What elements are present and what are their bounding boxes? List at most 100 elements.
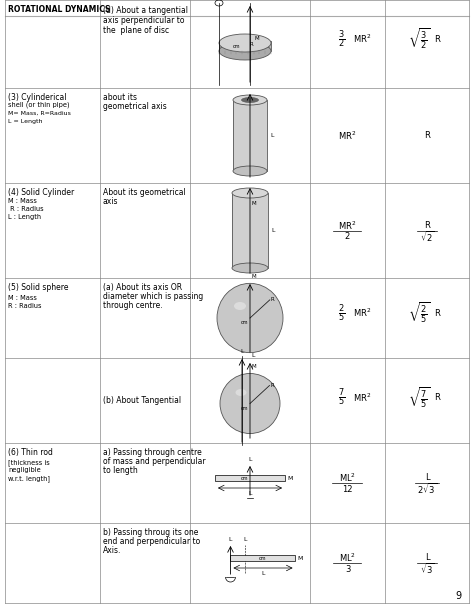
Ellipse shape: [232, 188, 268, 198]
Text: $\frac{2}{5}$: $\frac{2}{5}$: [338, 302, 346, 324]
Text: (d) About a tangential: (d) About a tangential: [103, 6, 188, 15]
Text: R: R: [434, 393, 440, 402]
Text: $2\sqrt{3}$: $2\sqrt{3}$: [417, 482, 437, 497]
Text: R: R: [271, 383, 274, 388]
Bar: [230, 555, 295, 561]
Text: to length: to length: [103, 466, 138, 475]
Text: geometrical axis: geometrical axis: [103, 102, 167, 111]
Text: 12: 12: [342, 484, 353, 493]
Text: MR$^2$: MR$^2$: [354, 391, 372, 404]
Text: 9: 9: [456, 591, 462, 601]
Text: M= Mass, R=Radius: M= Mass, R=Radius: [8, 111, 71, 116]
Text: M: M: [252, 274, 256, 279]
Text: cm: cm: [233, 45, 241, 50]
Text: L: L: [244, 537, 247, 542]
Text: M : Mass: M : Mass: [8, 198, 37, 204]
Text: axis: axis: [103, 197, 118, 206]
Bar: [232, 193, 268, 268]
Text: $\frac{7}{5}$: $\frac{7}{5}$: [338, 387, 346, 408]
Text: (a) About its axis OR: (a) About its axis OR: [103, 283, 182, 292]
Text: diameter which is passing: diameter which is passing: [103, 292, 203, 301]
Text: cm: cm: [241, 476, 249, 481]
Text: $\sqrt{\frac{7}{5}}$: $\sqrt{\frac{7}{5}}$: [408, 386, 430, 409]
Ellipse shape: [220, 373, 280, 433]
Text: L = Length: L = Length: [8, 119, 43, 124]
Text: 2: 2: [345, 232, 350, 241]
Text: (b) About Tangential: (b) About Tangential: [103, 396, 181, 405]
Text: $\sqrt{\frac{2}{5}}$: $\sqrt{\frac{2}{5}}$: [408, 301, 430, 325]
Text: b) Passing throug its one: b) Passing throug its one: [103, 528, 199, 537]
Text: L: L: [271, 228, 274, 233]
Text: 3: 3: [345, 565, 350, 574]
Text: $\sqrt{\frac{3}{2}}$: $\sqrt{\frac{3}{2}}$: [408, 27, 430, 51]
Text: (3) Cylinderical: (3) Cylinderical: [8, 93, 66, 102]
Text: L: L: [270, 133, 273, 138]
Text: [thickness is: [thickness is: [8, 459, 50, 466]
Text: R: R: [271, 297, 274, 302]
Text: $\sqrt{2}$: $\sqrt{2}$: [419, 229, 434, 244]
Text: M: M: [287, 476, 292, 481]
Text: L: L: [261, 571, 265, 576]
Text: ML$^2$: ML$^2$: [339, 472, 356, 484]
Text: L: L: [425, 554, 429, 563]
Text: through centre.: through centre.: [103, 301, 163, 310]
Text: MR$^2$: MR$^2$: [354, 306, 372, 319]
Ellipse shape: [236, 389, 246, 396]
Text: cm: cm: [241, 321, 249, 326]
Text: M: M: [252, 201, 256, 206]
Text: About its geometrical: About its geometrical: [103, 188, 186, 197]
Text: w.r.t. length]: w.r.t. length]: [8, 475, 50, 482]
Text: L : Length: L : Length: [8, 214, 41, 220]
Ellipse shape: [219, 34, 271, 52]
Text: shell (or thin pipe): shell (or thin pipe): [8, 102, 70, 109]
Ellipse shape: [219, 42, 271, 60]
Text: a) Passing through centre: a) Passing through centre: [103, 448, 202, 457]
Text: MR$^2$: MR$^2$: [338, 219, 356, 232]
Text: ML$^2$: ML$^2$: [339, 552, 356, 564]
Text: R: R: [424, 131, 430, 140]
Text: M: M: [255, 36, 260, 41]
Text: L: L: [240, 349, 244, 354]
Text: (5) Solid sphere: (5) Solid sphere: [8, 283, 69, 292]
Text: $\sqrt{3}$: $\sqrt{3}$: [419, 562, 434, 576]
Text: MR$^2$: MR$^2$: [354, 33, 372, 45]
Text: MR$^2$: MR$^2$: [338, 129, 356, 142]
Text: negligible: negligible: [8, 467, 41, 473]
Text: R: R: [434, 34, 440, 44]
Text: (6) Thin rod: (6) Thin rod: [8, 448, 53, 457]
Text: end and perpendicular to: end and perpendicular to: [103, 537, 200, 546]
Text: L: L: [248, 491, 252, 496]
Text: axis perpendicular to: axis perpendicular to: [103, 16, 184, 25]
Text: M: M: [298, 555, 303, 560]
Text: about its: about its: [103, 93, 137, 102]
Text: of mass and perpendicular: of mass and perpendicular: [103, 457, 206, 466]
Text: cm: cm: [259, 555, 267, 560]
Text: L: L: [248, 0, 252, 1]
Text: cm: cm: [241, 406, 249, 411]
Text: L: L: [248, 457, 252, 462]
Text: the  plane of disc: the plane of disc: [103, 26, 169, 35]
Text: R : Radius: R : Radius: [8, 303, 42, 309]
Ellipse shape: [233, 95, 267, 105]
Text: L: L: [425, 473, 429, 482]
Text: R : Radius: R : Radius: [8, 206, 44, 212]
Text: R: R: [434, 308, 440, 318]
Text: M : Mass: M : Mass: [8, 295, 37, 301]
Ellipse shape: [232, 263, 268, 273]
Text: R: R: [424, 221, 430, 230]
Text: ROTATIONAL DYNAMICS: ROTATIONAL DYNAMICS: [8, 6, 110, 15]
Bar: [219, 41, 271, 51]
Text: $\frac{3}{2}$: $\frac{3}{2}$: [338, 28, 346, 50]
Ellipse shape: [241, 97, 258, 102]
Bar: [233, 100, 267, 171]
Text: M: M: [252, 364, 256, 369]
Bar: [215, 475, 285, 481]
Ellipse shape: [217, 283, 283, 352]
Text: L: L: [251, 353, 255, 358]
Ellipse shape: [233, 166, 267, 176]
Text: R: R: [250, 42, 254, 47]
Text: Axis.: Axis.: [103, 546, 121, 555]
Text: L: L: [229, 537, 232, 542]
Text: (4) Solid Cylinder: (4) Solid Cylinder: [8, 188, 74, 197]
Ellipse shape: [234, 302, 246, 310]
